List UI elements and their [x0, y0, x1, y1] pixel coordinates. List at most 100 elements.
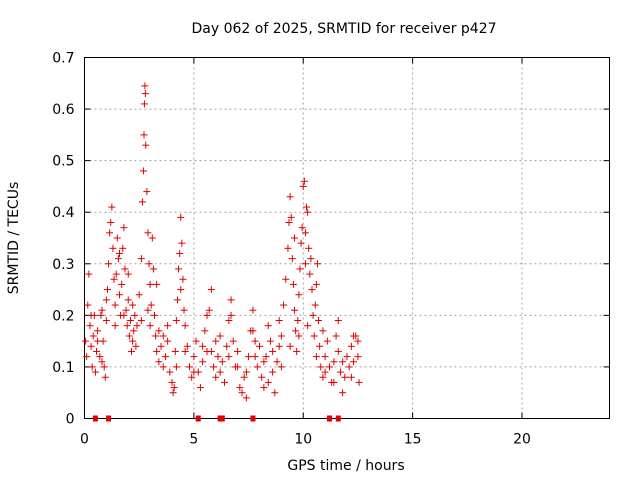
data-point	[347, 342, 355, 350]
data-point	[175, 265, 183, 273]
data-point	[238, 389, 246, 397]
data-point	[288, 255, 296, 263]
data-point	[321, 353, 329, 361]
data-point	[264, 322, 272, 330]
data-point	[330, 378, 338, 386]
data-point	[105, 260, 113, 268]
data-point	[137, 317, 145, 325]
data-point	[277, 363, 285, 371]
y-tick-label: 0.6	[52, 102, 74, 118]
data-point	[172, 317, 180, 325]
data-point	[330, 358, 338, 366]
data-point	[332, 332, 340, 340]
data-point	[214, 353, 222, 361]
data-point	[218, 358, 226, 366]
data-point	[112, 270, 120, 278]
x-tick-label: 10	[294, 432, 312, 448]
data-point	[249, 327, 257, 335]
data-point	[119, 244, 127, 252]
data-point	[225, 317, 233, 325]
data-point	[94, 327, 102, 335]
data-point	[207, 286, 215, 294]
data-point	[300, 177, 308, 185]
data-point	[296, 265, 304, 273]
y-tick-label: 0.2	[52, 308, 74, 324]
data-point	[85, 270, 93, 278]
data-point	[350, 332, 358, 340]
data-point	[199, 358, 207, 366]
data-point	[144, 306, 152, 314]
zero-marker	[92, 415, 98, 422]
data-point	[164, 322, 172, 330]
data-point	[83, 353, 91, 361]
data-point	[341, 373, 349, 381]
data-point	[319, 373, 327, 381]
data-point	[166, 368, 174, 376]
data-point	[148, 234, 156, 242]
data-point	[120, 224, 128, 232]
data-point	[124, 296, 132, 304]
data-point	[161, 353, 169, 361]
data-point	[141, 82, 149, 90]
data-point	[275, 342, 283, 350]
data-point	[271, 389, 279, 397]
data-point	[178, 239, 186, 247]
data-point	[227, 296, 235, 304]
y-tick-label: 0.4	[52, 205, 74, 221]
data-point	[306, 270, 314, 278]
y-tick-label: 0.3	[52, 257, 74, 273]
data-point	[121, 265, 129, 273]
data-point	[196, 384, 204, 392]
data-point	[315, 317, 323, 325]
data-point	[245, 353, 253, 361]
data-point	[114, 255, 122, 263]
data-point	[304, 322, 312, 330]
data-point	[286, 342, 294, 350]
data-point	[242, 368, 250, 376]
data-point	[130, 327, 138, 335]
data-point	[97, 311, 105, 319]
data-point	[151, 311, 158, 319]
data-point	[110, 275, 118, 283]
data-point	[123, 322, 131, 330]
data-point	[323, 337, 331, 345]
y-axis-label: SRMTID / TECUs	[6, 182, 22, 295]
data-point	[109, 244, 117, 252]
data-point	[286, 193, 294, 201]
data-point	[311, 301, 319, 309]
data-point	[201, 327, 209, 335]
data-point	[249, 306, 257, 314]
data-point	[334, 347, 342, 355]
data-point	[82, 337, 90, 345]
data-point	[309, 311, 317, 319]
data-point	[313, 260, 321, 268]
data-point	[316, 342, 324, 350]
data-point	[326, 363, 333, 371]
data-point	[264, 378, 272, 386]
data-point	[96, 353, 104, 361]
data-point	[111, 301, 119, 309]
data-point	[301, 260, 309, 268]
data-point	[144, 229, 152, 237]
data-point	[94, 337, 102, 345]
data-point	[145, 260, 153, 268]
data-point	[297, 239, 305, 247]
x-tick-label: 15	[404, 432, 422, 448]
data-point	[181, 322, 189, 330]
data-point	[199, 342, 207, 350]
data-point	[170, 384, 178, 392]
zero-marker	[195, 415, 201, 422]
data-point	[305, 244, 313, 252]
data-point	[88, 363, 96, 371]
data-point	[107, 219, 115, 227]
data-point	[312, 280, 320, 288]
data-point	[159, 363, 167, 371]
data-point	[180, 306, 188, 314]
data-point	[177, 286, 185, 294]
data-point	[293, 347, 301, 355]
data-point	[153, 280, 161, 288]
data-point	[157, 342, 165, 350]
y-tick-label: 0.1	[52, 360, 74, 376]
data-point	[354, 337, 362, 345]
data-point	[355, 378, 363, 386]
